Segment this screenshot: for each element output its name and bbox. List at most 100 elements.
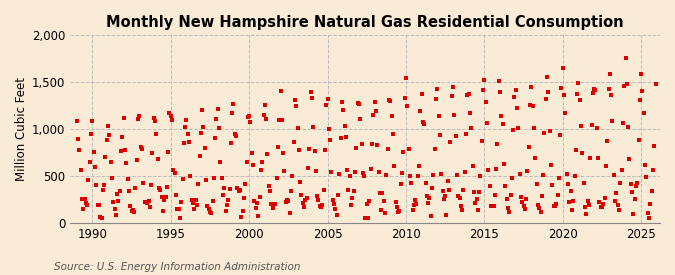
Point [649, 144, 659, 148]
Point [516, 195, 526, 199]
Point [512, 106, 522, 110]
Point [290, 97, 300, 102]
Point [614, 207, 624, 212]
Point [514, 171, 525, 176]
Point [144, 205, 155, 209]
Point [412, 174, 423, 178]
Point [319, 148, 330, 152]
Point [387, 132, 398, 137]
Point [100, 155, 111, 160]
Point [400, 96, 410, 100]
Point [634, 98, 645, 103]
Point [107, 176, 117, 180]
Point [598, 202, 609, 206]
Point [488, 204, 499, 208]
Point [143, 199, 154, 203]
Point [462, 92, 472, 97]
Point [119, 147, 130, 152]
Point [369, 100, 380, 104]
Point [624, 157, 634, 161]
Point [325, 138, 335, 142]
Point [460, 131, 471, 136]
Point [577, 151, 588, 156]
Point [155, 188, 165, 192]
Point [432, 87, 443, 91]
Point [129, 210, 140, 214]
Point [436, 172, 447, 177]
Point [340, 135, 351, 139]
Point [518, 204, 529, 208]
Point [313, 198, 324, 202]
Point [169, 170, 180, 175]
Point [181, 118, 192, 122]
Point [425, 214, 436, 219]
Point [132, 157, 142, 162]
Point [496, 114, 507, 118]
Point [121, 160, 132, 165]
Point [356, 141, 367, 146]
Point [176, 199, 186, 204]
Point [616, 167, 627, 172]
Point [423, 201, 433, 206]
Point [173, 207, 184, 211]
Point [559, 93, 570, 97]
Point [420, 180, 431, 185]
Point [315, 204, 325, 208]
Point [287, 174, 298, 178]
Point [548, 204, 559, 208]
Point [86, 132, 97, 136]
Point [398, 150, 409, 155]
Point [309, 148, 320, 153]
Point [555, 133, 566, 137]
Point [334, 171, 345, 176]
Point [586, 122, 597, 127]
Point [630, 184, 641, 189]
Point [569, 174, 580, 178]
Point [487, 203, 497, 208]
Point [458, 188, 469, 192]
Point [94, 203, 105, 207]
Point [171, 193, 182, 198]
Point [358, 171, 369, 175]
Point [510, 87, 521, 92]
Point [533, 202, 543, 207]
Point [574, 98, 585, 102]
Point [471, 196, 482, 201]
Point [485, 204, 496, 208]
Point [271, 175, 282, 180]
Point [505, 193, 516, 197]
Point [403, 147, 414, 151]
Point [493, 79, 504, 83]
Point [79, 197, 90, 201]
Point [368, 113, 379, 117]
Point [322, 97, 333, 101]
Point [263, 184, 274, 188]
Point [492, 142, 503, 147]
Point [478, 88, 489, 92]
Point [570, 148, 581, 152]
Point [253, 214, 264, 218]
Point [392, 205, 402, 209]
Point [646, 189, 657, 193]
Point [73, 137, 84, 142]
Point [308, 125, 319, 130]
Point [543, 90, 554, 94]
Point [427, 186, 437, 190]
Point [198, 125, 209, 129]
Point [318, 187, 329, 192]
Point [524, 103, 535, 107]
Point [604, 72, 615, 76]
Point [288, 140, 299, 144]
Point [529, 126, 539, 131]
Point [385, 99, 396, 103]
Point [343, 187, 354, 192]
Point [200, 178, 211, 182]
Point [619, 84, 630, 88]
Point [327, 198, 338, 202]
Point [317, 202, 328, 207]
Point [410, 198, 421, 202]
Point [351, 145, 362, 150]
Point [602, 138, 613, 143]
Point [142, 200, 153, 205]
Point [128, 208, 138, 212]
